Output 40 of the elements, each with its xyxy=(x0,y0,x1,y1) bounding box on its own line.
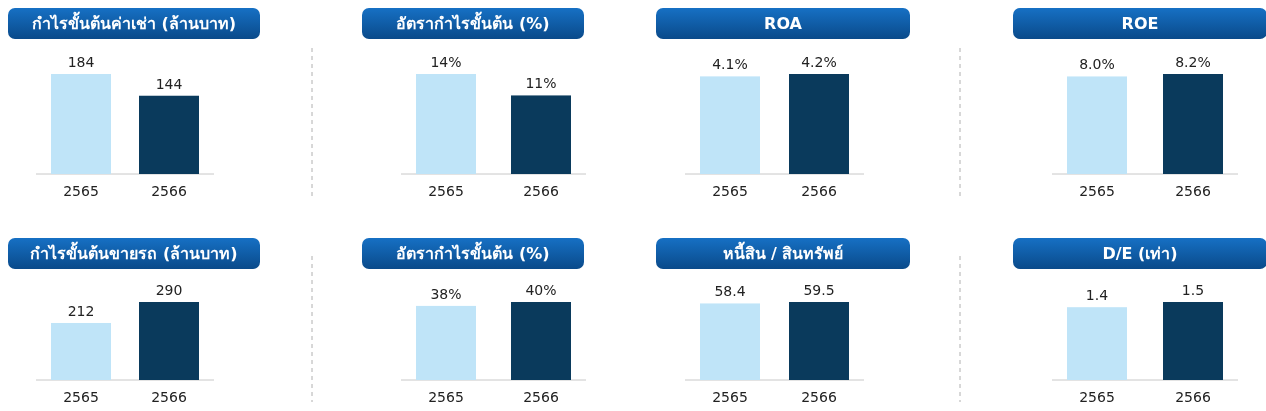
chart-title: หนี้สิน / สินทรัพย์ xyxy=(722,241,844,263)
data-label: 184 xyxy=(67,54,95,70)
data-label: 8.0% xyxy=(1079,56,1115,73)
x-tick-label: 2566 xyxy=(151,389,187,405)
x-tick-label: 2565 xyxy=(428,389,464,405)
chart-title: ROE xyxy=(1121,14,1159,33)
data-label: 1.5 xyxy=(1181,282,1205,298)
x-tick-label: 2565 xyxy=(712,183,748,199)
data-label: 290 xyxy=(155,282,183,298)
x-tick-label: 2566 xyxy=(1175,183,1211,199)
x-tick-label: 2565 xyxy=(63,389,99,405)
data-label: 38% xyxy=(430,285,462,302)
data-label: 1.4 xyxy=(1085,287,1109,304)
chart-title: อัตรากำไรขั้นต้น (%) xyxy=(396,11,550,33)
data-label: 4.1% xyxy=(712,56,748,73)
x-tick-label: 2565 xyxy=(1079,183,1115,199)
data-label: 40% xyxy=(525,282,557,298)
data-label: 4.2% xyxy=(801,54,837,70)
x-tick-label: 2566 xyxy=(151,183,187,199)
data-label: 59.5 xyxy=(803,282,835,298)
x-tick-label: 2566 xyxy=(523,389,559,405)
chart-title: D/E (เท่า) xyxy=(1102,244,1178,263)
data-label: 11% xyxy=(525,75,557,92)
data-label: 212 xyxy=(67,302,95,319)
x-tick-label: 2565 xyxy=(63,183,99,199)
x-tick-label: 2565 xyxy=(1079,389,1115,405)
x-tick-label: 2566 xyxy=(1175,389,1211,405)
chart-title: ROA xyxy=(764,14,803,33)
x-tick-label: 2565 xyxy=(428,183,464,199)
chart-title: กำไรขั้นต้นขายรถ (ล้านบาท) xyxy=(30,241,238,263)
chart-title: อัตรากำไรขั้นต้น (%) xyxy=(396,241,550,263)
x-tick-label: 2566 xyxy=(801,389,837,405)
data-label: 144 xyxy=(155,75,183,92)
x-tick-label: 2566 xyxy=(523,183,559,199)
data-label: 14% xyxy=(430,54,462,70)
data-label: 58.4 xyxy=(714,283,746,300)
x-tick-label: 2566 xyxy=(801,183,837,199)
data-label: 8.2% xyxy=(1175,54,1211,70)
chart-title: กำไรขั้นต้นค่าเช่า (ล้านบาท) xyxy=(31,11,237,33)
x-tick-label: 2565 xyxy=(712,389,748,405)
